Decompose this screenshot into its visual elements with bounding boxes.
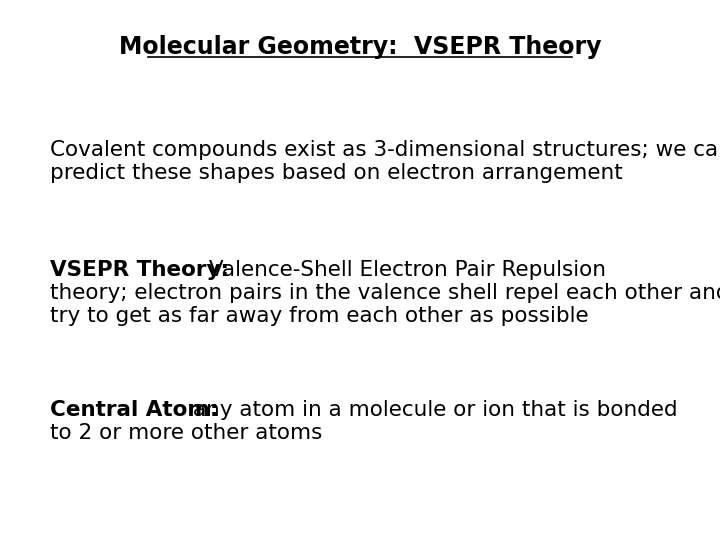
Text: VSEPR Theory:: VSEPR Theory: [50,260,236,280]
Text: Valence-Shell Electron Pair Repulsion: Valence-Shell Electron Pair Repulsion [202,260,606,280]
Text: any atom in a molecule or ion that is bonded: any atom in a molecule or ion that is bo… [186,400,678,420]
Text: Central Atom:: Central Atom: [50,400,226,420]
Text: Covalent compounds exist as 3-dimensional structures; we can: Covalent compounds exist as 3-dimensiona… [50,140,720,160]
Text: try to get as far away from each other as possible: try to get as far away from each other a… [50,306,589,326]
Text: Molecular Geometry:  VSEPR Theory: Molecular Geometry: VSEPR Theory [119,35,601,59]
Text: to 2 or more other atoms: to 2 or more other atoms [50,423,323,443]
Text: predict these shapes based on electron arrangement: predict these shapes based on electron a… [50,163,623,183]
Text: theory; electron pairs in the valence shell repel each other and: theory; electron pairs in the valence sh… [50,283,720,303]
